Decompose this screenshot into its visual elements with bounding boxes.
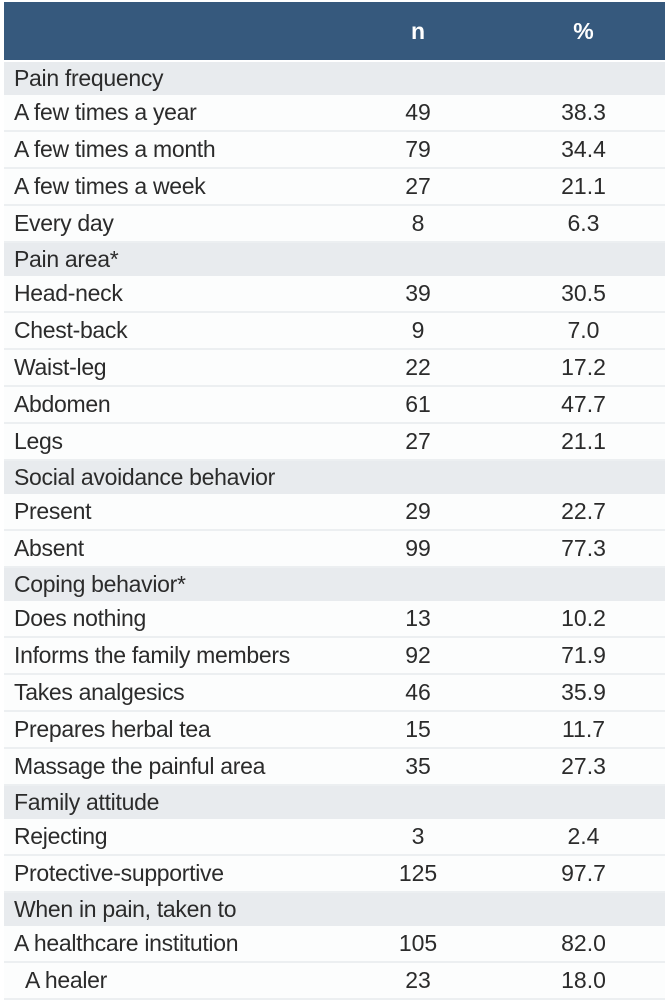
row-pct-value: 6.3 xyxy=(567,210,600,236)
row-label: Waist-leg xyxy=(14,354,107,380)
table-row: A few times a year 49 38.3 xyxy=(4,95,665,132)
row-label: A few times a month xyxy=(14,136,216,162)
row-label: Does nothing xyxy=(14,605,146,631)
row-label: Head-neck xyxy=(14,280,123,306)
row-n-value: 27 xyxy=(405,173,431,199)
row-n-value: 8 xyxy=(411,210,425,236)
table-row: A healer 23 18.0 xyxy=(4,963,665,1000)
row-label: A healthcare institution xyxy=(14,930,239,956)
section-title: Pain frequency xyxy=(14,65,164,91)
row-pct-value: 10.2 xyxy=(561,605,606,631)
row-n-value: 13 xyxy=(405,605,431,631)
table-row: Waist-leg 22 17.2 xyxy=(4,350,665,387)
section-row: Social avoidance behavior xyxy=(4,461,665,494)
table-row: Massage the painful area 35 27.3 xyxy=(4,749,665,786)
row-label: Present xyxy=(14,498,92,524)
row-label: Informs the family members xyxy=(14,642,290,668)
table-row: Does nothing 13 10.2 xyxy=(4,601,665,638)
table-body: Pain frequency A few times a year 49 38.3 A … xyxy=(4,62,665,1000)
row-pct-value: 27.3 xyxy=(561,753,606,779)
row-label: Absent xyxy=(14,535,84,561)
section-title: Coping behavior* xyxy=(14,571,186,597)
table-row: A few times a month 79 34.4 xyxy=(4,132,665,169)
row-label: Rejecting xyxy=(14,823,108,849)
table-row: A healthcare institution 105 82.0 xyxy=(4,926,665,963)
row-n-value: 35 xyxy=(405,753,431,779)
row-pct-value: 38.3 xyxy=(561,99,606,125)
row-pct-value: 71.9 xyxy=(561,642,606,668)
table-row: Protective-supportive 125 97.7 xyxy=(4,856,665,893)
row-n-value: 22 xyxy=(405,354,431,380)
header-n-cell: n xyxy=(410,17,426,44)
row-pct-value: 2.4 xyxy=(567,823,600,849)
row-n-value: 46 xyxy=(405,679,431,705)
section-row: When in pain, taken to xyxy=(4,893,665,926)
row-pct-value: 21.1 xyxy=(561,428,606,454)
row-n-value: 79 xyxy=(405,136,431,162)
row-pct-value: 77.3 xyxy=(561,535,606,561)
row-pct-value: 97.7 xyxy=(561,860,606,886)
section-row: Pain area* xyxy=(4,243,665,276)
row-pct-value: 47.7 xyxy=(561,391,606,417)
row-n-value: 49 xyxy=(405,99,431,125)
row-pct-value: 35.9 xyxy=(561,679,606,705)
row-n-value: 3 xyxy=(411,823,425,849)
table-row: Chest-back 9 7.0 xyxy=(4,313,665,350)
row-pct-value: 22.7 xyxy=(561,498,606,524)
row-pct-value: 30.5 xyxy=(561,280,606,306)
section-row: Coping behavior* xyxy=(4,568,665,601)
row-label: A few times a year xyxy=(14,99,197,125)
row-n-value: 105 xyxy=(398,930,438,956)
header-pct-cell: % xyxy=(573,17,594,44)
row-pct-value: 11.7 xyxy=(561,716,606,742)
row-n-value: 27 xyxy=(405,428,431,454)
section-row: Pain frequency xyxy=(4,62,665,95)
table-row: Abdomen 61 47.7 xyxy=(4,387,665,424)
row-n-value: 99 xyxy=(405,535,431,561)
row-pct-value: 82.0 xyxy=(561,930,606,956)
row-label: Protective-supportive xyxy=(14,860,224,886)
row-n-value: 23 xyxy=(405,967,431,993)
table-row: Takes analgesics 46 35.9 xyxy=(4,675,665,712)
section-row: Family attitude xyxy=(4,786,665,819)
section-title: Social avoidance behavior xyxy=(14,464,276,490)
row-n-value: 92 xyxy=(405,642,431,668)
row-label: A healer xyxy=(25,967,107,993)
row-label: Legs xyxy=(14,428,63,454)
table-row: A few times a week 27 21.1 xyxy=(4,169,665,206)
row-label: A few times a week xyxy=(14,173,206,199)
table-row: Informs the family members 92 71.9 xyxy=(4,638,665,675)
row-n-value: 29 xyxy=(405,498,431,524)
statistics-table: n % Pain frequency A few times a year 49 38… xyxy=(4,2,665,1000)
section-title: Family attitude xyxy=(14,789,160,815)
row-n-value: 15 xyxy=(405,716,431,742)
table-row: Present 29 22.7 xyxy=(4,494,665,531)
row-pct-value: 18.0 xyxy=(561,967,606,993)
row-label: Chest-back xyxy=(14,317,128,343)
table-row: Every day 8 6.3 xyxy=(4,206,665,243)
table-header-row: n % xyxy=(4,2,665,62)
row-pct-value: 21.1 xyxy=(561,173,606,199)
row-pct-value: 7.0 xyxy=(567,317,600,343)
row-pct-value: 34.4 xyxy=(561,136,606,162)
row-n-value: 9 xyxy=(411,317,425,343)
row-label: Massage the painful area xyxy=(14,753,266,779)
row-n-value: 125 xyxy=(398,860,438,886)
row-pct-value: 17.2 xyxy=(561,354,606,380)
table-row: Legs 27 21.1 xyxy=(4,424,665,461)
section-title: When in pain, taken to xyxy=(14,896,237,922)
section-title: Pain area* xyxy=(14,246,119,272)
row-n-value: 39 xyxy=(405,280,431,306)
row-label: Prepares herbal tea xyxy=(14,716,211,742)
table-row: Head-neck 39 30.5 xyxy=(4,276,665,313)
table-row: Absent 99 77.3 xyxy=(4,531,665,568)
row-label: Takes analgesics xyxy=(14,679,185,705)
row-label: Abdomen xyxy=(14,391,111,417)
row-n-value: 61 xyxy=(405,391,431,417)
table-row: Prepares herbal tea 15 11.7 xyxy=(4,712,665,749)
row-label: Every day xyxy=(14,210,114,236)
table-row: Rejecting 3 2.4 xyxy=(4,819,665,856)
